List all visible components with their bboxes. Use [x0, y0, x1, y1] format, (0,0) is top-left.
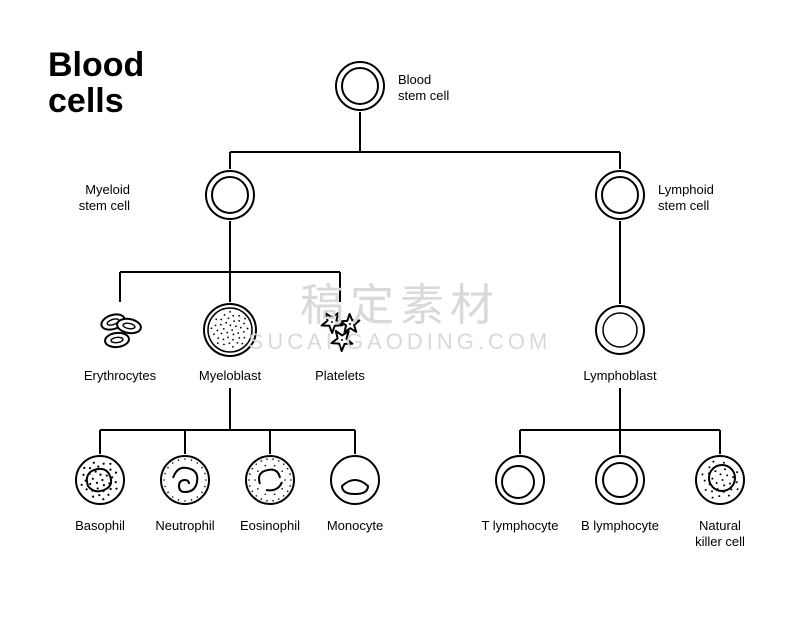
watermark-main: 稿定素材	[249, 269, 552, 333]
page-title: Blood cells	[48, 48, 144, 119]
label-myeloblast: Myeloblast	[170, 368, 290, 384]
ring-icon	[594, 304, 646, 356]
node-myeloid	[204, 169, 256, 226]
stem-icon	[334, 60, 386, 112]
node-blymph	[594, 454, 646, 511]
watermark-sub: SUCAI.GAODING.COM	[249, 329, 552, 355]
label-lymphoblast: Lymphoblast	[560, 368, 680, 384]
label-platelets: Platelets	[280, 368, 400, 384]
platelets-icon	[312, 302, 368, 358]
blymph-icon	[594, 454, 646, 506]
label-lymphoid: Lymphoid stem cell	[658, 182, 758, 213]
node-lymphoblast	[594, 304, 646, 361]
node-eosinophil	[244, 454, 296, 511]
node-basophil	[74, 454, 126, 511]
watermark: 稿定素材 SUCAI.GAODING.COM	[249, 269, 552, 355]
label-nk: Natural killer cell	[660, 518, 780, 549]
stem-icon	[204, 169, 256, 221]
node-root	[334, 60, 386, 117]
monocyte-icon	[329, 454, 381, 506]
label-root: Blood stem cell	[398, 72, 498, 103]
erythrocytes-icon	[92, 302, 148, 358]
node-erythro	[92, 302, 148, 363]
node-nk	[694, 454, 746, 511]
myeloblast-icon	[202, 302, 258, 358]
node-monocyte	[329, 454, 381, 511]
tlymph-icon	[494, 454, 546, 506]
node-tlymph	[494, 454, 546, 511]
node-neutrophil	[159, 454, 211, 511]
label-erythro: Erythrocytes	[60, 368, 180, 384]
nk-icon	[694, 454, 746, 506]
node-myeloblast	[202, 302, 258, 363]
label-myeloid: Myeloid stem cell	[50, 182, 130, 213]
node-platelets	[312, 302, 368, 363]
label-monocyte: Monocyte	[295, 518, 415, 534]
node-lymphoid	[594, 169, 646, 226]
basophil-icon	[74, 454, 126, 506]
neutrophil-icon	[159, 454, 211, 506]
stem-icon	[594, 169, 646, 221]
eosinophil-icon	[244, 454, 296, 506]
